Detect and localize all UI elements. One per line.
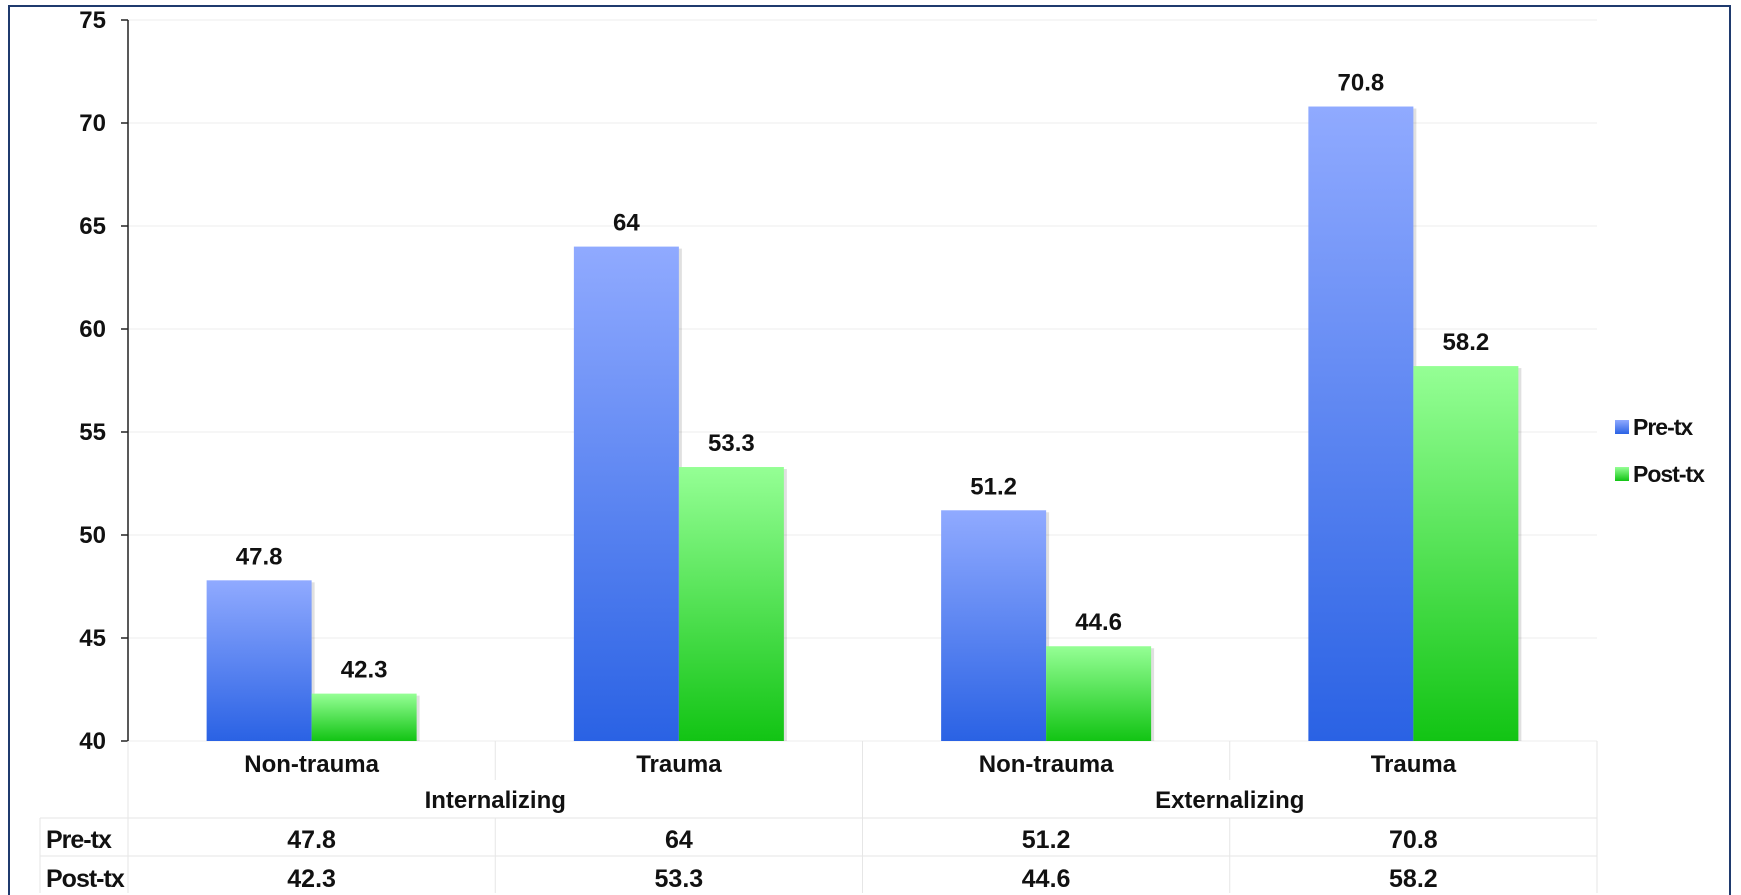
legend-label: Pre-tx xyxy=(1633,414,1693,440)
bar-pre-tx-2 xyxy=(573,246,679,741)
bar-pre-tx-4 xyxy=(1308,106,1414,741)
y-tick-label: 40 xyxy=(79,728,106,755)
table-cell: 42.3 xyxy=(287,865,336,893)
table-cell: 70.8 xyxy=(1389,826,1438,854)
category-label: Non-trauma xyxy=(244,751,379,778)
bar-post-tx-4 xyxy=(1413,366,1519,741)
table-cell: 64 xyxy=(665,826,693,854)
category-label: Trauma xyxy=(636,751,722,778)
table-cell: 53.3 xyxy=(655,865,704,893)
legend-swatch-pre-tx xyxy=(1615,420,1629,434)
y-tick-label: 60 xyxy=(79,316,106,343)
group-label: Externalizing xyxy=(1155,787,1304,814)
table-cell: 47.8 xyxy=(287,826,336,854)
table-cell: 51.2 xyxy=(1022,826,1071,854)
data-label: 70.8 xyxy=(1338,70,1385,97)
table-cell: 58.2 xyxy=(1389,865,1438,893)
y-tick-label: 75 xyxy=(79,7,106,34)
data-label: 53.3 xyxy=(708,430,755,457)
data-label: 44.6 xyxy=(1075,609,1122,636)
data-label: 58.2 xyxy=(1443,329,1490,356)
bar-post-tx-3 xyxy=(1046,646,1152,741)
data-label: 47.8 xyxy=(236,543,283,570)
data-label: 64 xyxy=(613,210,640,237)
table-row-label: Post-tx xyxy=(46,865,125,893)
bar-post-tx-1 xyxy=(311,693,417,741)
y-axis: 40 45 50 55 60 65 70 75 xyxy=(79,7,129,755)
table-cell: 44.6 xyxy=(1022,865,1071,893)
data-label: 42.3 xyxy=(341,657,388,684)
y-tick-label: 70 xyxy=(79,110,106,137)
y-tick-label: 65 xyxy=(79,213,106,240)
data-label: 51.2 xyxy=(970,473,1017,500)
y-tick-label: 55 xyxy=(79,419,106,446)
data-labels: 47.8 64 51.2 70.8 42.3 53.3 44.6 58.2 xyxy=(236,70,1489,684)
group-label: Internalizing xyxy=(425,787,566,814)
category-label: Non-trauma xyxy=(979,751,1114,778)
bar-pre-tx-1 xyxy=(206,580,312,741)
legend: Pre-tx Post-tx xyxy=(1615,414,1706,487)
bar-post-tx-2 xyxy=(678,467,784,741)
legend-swatch-post-tx xyxy=(1615,467,1629,481)
bar-pre-tx-3 xyxy=(941,510,1047,741)
chart-frame xyxy=(8,5,1731,895)
data-table: Non-trauma Trauma Non-trauma Trauma Internal… xyxy=(39,741,1598,893)
legend-label: Post-tx xyxy=(1633,461,1705,487)
bars xyxy=(206,106,1522,741)
y-tick-label: 50 xyxy=(79,522,106,549)
y-tick-label: 45 xyxy=(79,625,106,652)
table-row-label: Pre-tx xyxy=(46,826,112,854)
category-label: Trauma xyxy=(1371,751,1457,778)
